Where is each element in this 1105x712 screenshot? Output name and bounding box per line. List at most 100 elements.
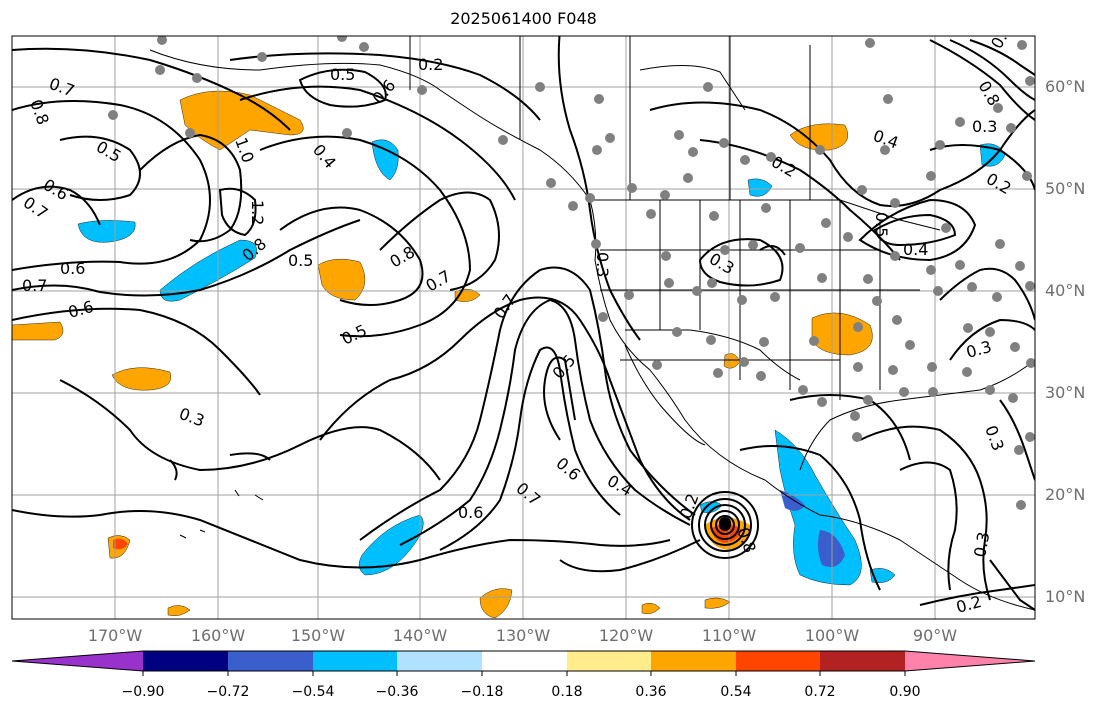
colorbar-segment bbox=[143, 651, 228, 671]
contour-6 bbox=[12, 509, 671, 569]
contour-8 bbox=[239, 85, 516, 201]
hurricane-tail bbox=[559, 539, 701, 573]
shade-orange-south bbox=[479, 588, 513, 619]
contour-10 bbox=[279, 206, 424, 306]
contour-28 bbox=[949, 318, 1035, 361]
colorbar-tick-label: 0.72 bbox=[804, 684, 836, 700]
contour-33 bbox=[999, 399, 1035, 481]
colorbar-arrow-left bbox=[12, 651, 143, 671]
shade-lightblue-3 bbox=[371, 139, 399, 181]
coast-alaska bbox=[149, 49, 591, 201]
contour-label: 0.2 bbox=[983, 169, 1015, 198]
border-us-mexico bbox=[625, 329, 801, 381]
shade-lightblue-7 bbox=[869, 568, 896, 583]
contour-label: 0.2 bbox=[418, 55, 443, 74]
shade-orange-west bbox=[12, 321, 64, 341]
contour-16 bbox=[543, 356, 576, 441]
contour-label: 0.6 bbox=[458, 503, 483, 522]
contour-1 bbox=[12, 47, 291, 131]
contour-label: 0.3 bbox=[593, 252, 612, 277]
contour-label: 0.5 bbox=[549, 351, 580, 383]
shade-orange-small3 bbox=[167, 605, 191, 617]
contour-label: 0.7 bbox=[22, 276, 47, 295]
contour-label: 0.4 bbox=[309, 140, 340, 172]
colorbar-tick-label: −0.90 bbox=[121, 684, 165, 700]
lon-label: 110°W bbox=[701, 626, 757, 645]
contour-9 bbox=[259, 135, 472, 338]
contour-32 bbox=[739, 445, 881, 591]
shade-orange-small4 bbox=[641, 602, 661, 615]
contour-label: 0.3 bbox=[970, 530, 993, 558]
lon-label: 130°W bbox=[495, 626, 551, 645]
contour-42 bbox=[759, 245, 786, 256]
contour-label: 0.5 bbox=[330, 65, 355, 84]
shade-orange-ne bbox=[789, 123, 849, 151]
lon-label: 90°W bbox=[912, 626, 958, 645]
shade-blue-mexico2 bbox=[817, 530, 845, 568]
lon-label: 120°W bbox=[598, 626, 654, 645]
contour-18 bbox=[698, 238, 784, 287]
map-title: 2025061400 F048 bbox=[450, 9, 597, 28]
contour-11 bbox=[379, 191, 500, 291]
colorbar-tick-label: −0.72 bbox=[206, 684, 250, 700]
contour-lines bbox=[12, 36, 1035, 611]
shaded-regions bbox=[12, 90, 1006, 619]
contour-25 bbox=[969, 39, 1035, 76]
colorbar-segment bbox=[651, 651, 736, 671]
coast-gulf bbox=[799, 359, 1035, 471]
lon-label: 170°W bbox=[87, 626, 143, 645]
contour-30 bbox=[899, 461, 958, 591]
contour-label: 0.7 bbox=[512, 479, 544, 510]
lat-label: 40°N bbox=[1045, 281, 1086, 300]
contour-label: 0.5 bbox=[339, 321, 370, 349]
coast-baja bbox=[624, 344, 706, 446]
colorbar bbox=[11, 650, 1036, 676]
colorbar-segment bbox=[820, 651, 905, 671]
contour-34 bbox=[989, 559, 1035, 611]
shade-red-hawaii bbox=[113, 538, 128, 550]
shade-lightblue-2 bbox=[159, 239, 257, 302]
contour-12 bbox=[319, 296, 691, 521]
contour-label: 0.3 bbox=[964, 337, 994, 362]
contour-label: 0.7 bbox=[47, 74, 77, 101]
colorbar-tick-label: −0.36 bbox=[375, 684, 419, 700]
lat-label: 50°N bbox=[1045, 179, 1086, 198]
colorbar-tick-label: 0.90 bbox=[889, 684, 921, 700]
border-canada-prov bbox=[519, 36, 811, 200]
shade-lightblue-4 bbox=[358, 514, 424, 576]
contour-39 bbox=[12, 185, 101, 226]
contour-label: 0.6 bbox=[40, 175, 72, 204]
contour-label: 0.5 bbox=[288, 251, 313, 270]
contour-label: 0.3 bbox=[981, 423, 1008, 453]
contour-label: 0.7 bbox=[20, 193, 52, 223]
contour-19 bbox=[649, 101, 1035, 207]
shade-lightblue-5 bbox=[747, 178, 773, 197]
contour-3 bbox=[12, 219, 361, 297]
lon-label: 150°W bbox=[290, 626, 346, 645]
contour-36 bbox=[139, 133, 243, 243]
lat-label: 30°N bbox=[1045, 383, 1086, 402]
contour-label: 0.2 bbox=[676, 491, 703, 521]
colorbar-tick-label: −0.54 bbox=[291, 684, 335, 700]
lat-label: 60°N bbox=[1045, 77, 1086, 96]
contour-label: 0.4 bbox=[604, 471, 636, 500]
contour-label: 0.6 bbox=[552, 454, 584, 485]
contour-label: 0.5 bbox=[872, 212, 891, 237]
shade-orange-hawaii-n bbox=[111, 367, 171, 391]
colorbar-segment bbox=[482, 651, 567, 671]
map-frame bbox=[11, 35, 1036, 620]
coast-west-us bbox=[589, 199, 766, 481]
colorbar-segment bbox=[228, 651, 313, 671]
lat-label: 20°N bbox=[1045, 485, 1086, 504]
coast-islands-hawaii bbox=[179, 489, 264, 539]
colorbar-segment bbox=[736, 651, 820, 671]
contour-2 bbox=[12, 100, 211, 271]
contour-41 bbox=[169, 452, 271, 481]
station-markers bbox=[108, 36, 1035, 510]
colorbar-tick-label: 0.36 bbox=[635, 684, 667, 700]
contour-23 bbox=[929, 39, 1035, 121]
contour-label: 0.4 bbox=[903, 240, 928, 259]
coast-hudson bbox=[639, 65, 746, 111]
contour-4 bbox=[12, 307, 261, 396]
